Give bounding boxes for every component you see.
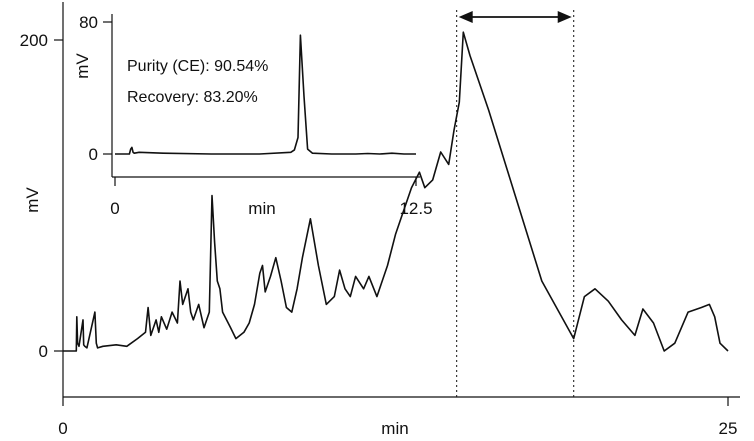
main-chromatogram-trace xyxy=(63,31,729,352)
inset-recovery-annotation: Recovery: 83.20% xyxy=(127,89,258,106)
main-x-tick-label-0: 0 xyxy=(58,419,67,438)
main-y-tick-label-200: 200 xyxy=(20,31,48,50)
inset-y-axis-title: mV xyxy=(73,53,92,79)
main-y-axis-title: mV xyxy=(23,187,42,213)
fraction-arrow-right-head xyxy=(557,11,572,23)
inset-x-tick-label-0: 0 xyxy=(110,199,119,218)
fraction-arrow-left-head xyxy=(458,11,473,23)
inset-y-tick-label-80: 80 xyxy=(79,13,98,32)
main-chart: 200 0 0 25 min mV xyxy=(20,2,740,438)
inset-x-axis-title: min xyxy=(248,199,275,218)
main-x-tick-label-25: 25 xyxy=(719,419,738,438)
inset-x-tick-label-12-5: 12.5 xyxy=(399,199,432,218)
inset-chart: 80 0 0 12.5 min mV Purity (CE): 90.54% R… xyxy=(73,13,433,218)
main-y-tick-label-0: 0 xyxy=(39,342,48,361)
inset-y-tick-label-0: 0 xyxy=(89,145,98,164)
inset-chromatogram-trace xyxy=(115,34,416,155)
main-x-axis-title: min xyxy=(381,419,408,438)
inset-purity-annotation: Purity (CE): 90.54% xyxy=(127,58,268,75)
